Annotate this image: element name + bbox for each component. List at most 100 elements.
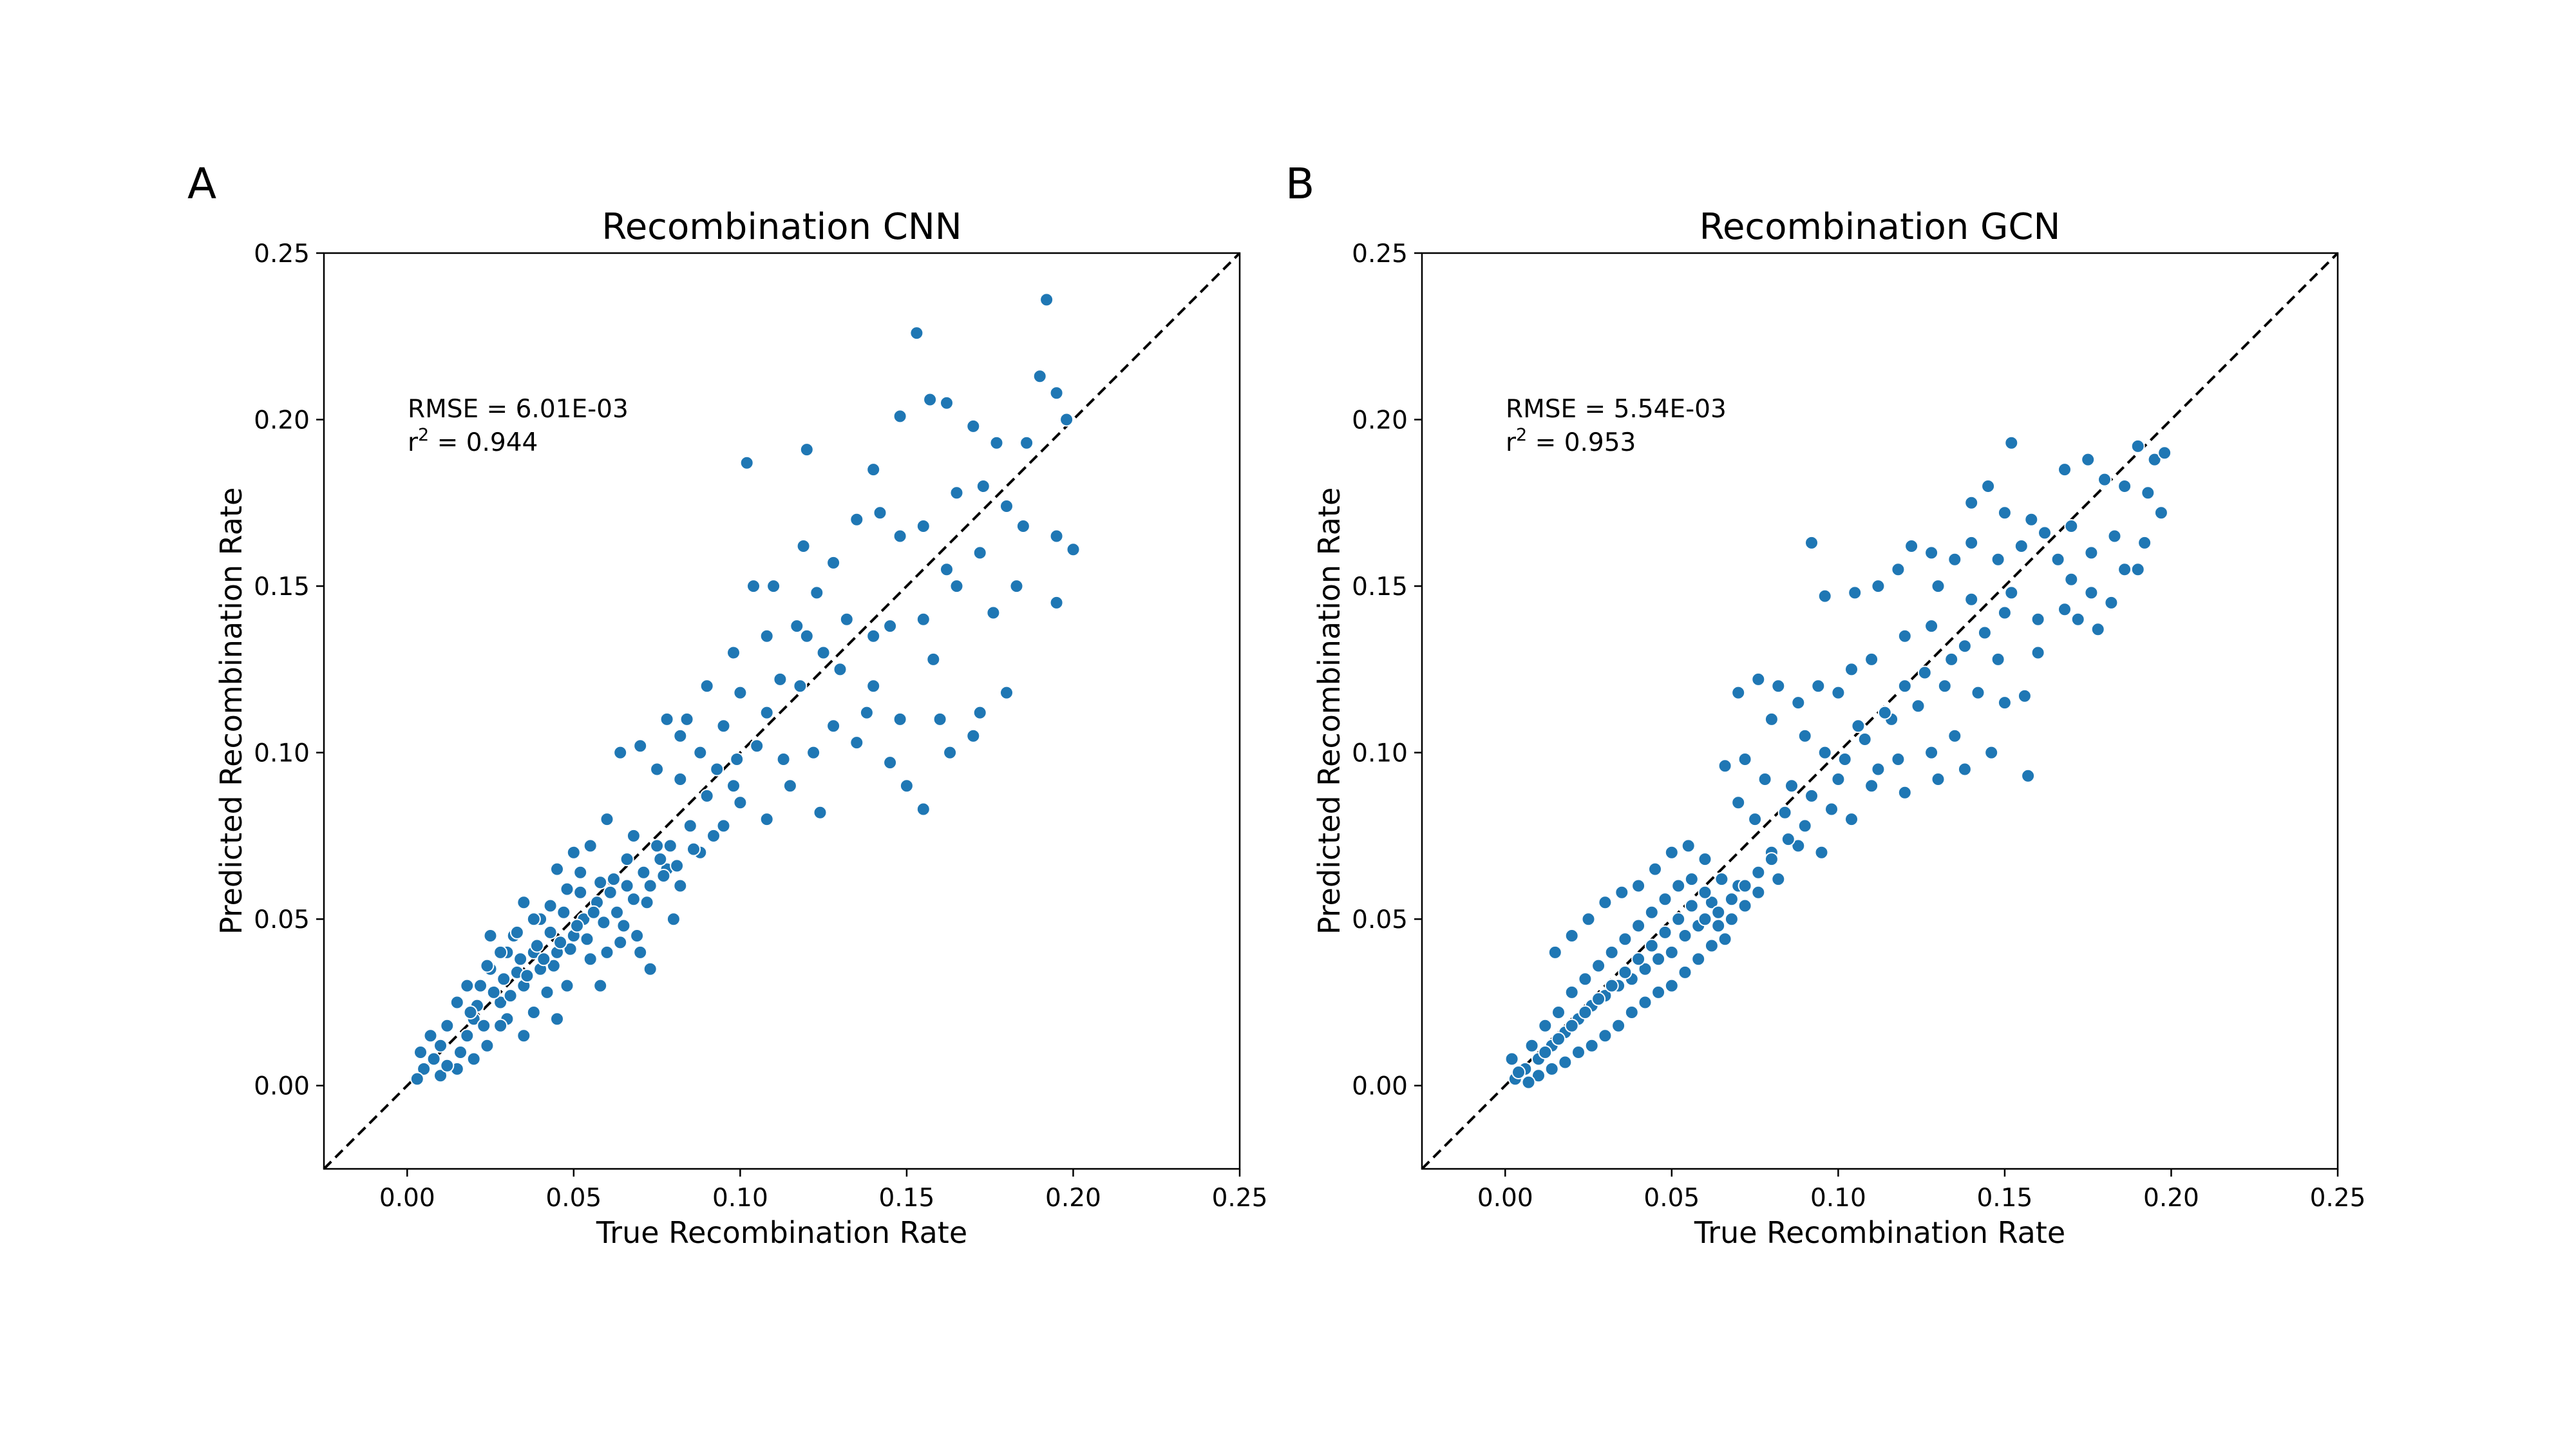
scatter-point: [1857, 732, 1872, 746]
scatter-point: [766, 579, 781, 594]
scatter-point: [1811, 679, 1826, 694]
scatter-point: [1538, 1018, 1553, 1033]
scatter-point: [1604, 945, 1619, 960]
scatter-point: [933, 712, 947, 726]
scatter-point: [1947, 552, 1962, 567]
scatter-point: [2107, 529, 2122, 544]
scatter-point: [730, 752, 744, 766]
scatter-point: [663, 838, 677, 853]
scatter-point: [773, 672, 788, 687]
scatter-point: [656, 869, 671, 883]
scatter-point: [1791, 696, 1806, 710]
scatter-point: [1711, 918, 1726, 933]
scatter-point: [1824, 802, 1839, 817]
scatter-point: [2081, 452, 2096, 467]
x-axis-label: True Recombination Rate: [1694, 1215, 2065, 1250]
scatter-point: [460, 978, 475, 993]
scatter-point: [733, 685, 748, 700]
scatter-point: [2090, 622, 2105, 637]
y-tick-label: 0.25: [1352, 240, 1408, 269]
scatter-point: [2024, 512, 2039, 527]
scatter-point: [2117, 562, 2132, 577]
scatter-point: [893, 712, 907, 726]
scatter-point: [806, 745, 821, 760]
x-tick-label: 0.05: [1643, 1184, 1700, 1213]
scatter-point: [580, 932, 594, 947]
scatter-point: [583, 952, 598, 967]
scatter-point: [949, 579, 964, 594]
scatter-point: [1748, 812, 1763, 827]
scatter-point: [1681, 838, 1696, 853]
scatter-point: [463, 1005, 478, 1019]
scatter-point: [2050, 552, 2065, 567]
scatter-point: [566, 845, 581, 860]
scatter-point: [460, 1028, 475, 1043]
scatter-point: [1724, 892, 1739, 907]
scatter-point: [600, 945, 614, 960]
scatter-point: [1891, 752, 1906, 766]
scatter-point: [553, 935, 568, 950]
y-tick-label: 0.15: [254, 573, 310, 601]
scatter-point: [497, 972, 511, 987]
scatter-point: [540, 985, 554, 999]
scatter-point: [1651, 985, 1666, 999]
scatter-point: [1924, 619, 1939, 634]
scatter-point: [2141, 486, 2155, 500]
scatter-point: [699, 788, 714, 803]
scatter-point: [1704, 938, 1719, 953]
scatter-point: [560, 978, 574, 993]
scatter-point: [1751, 672, 1766, 687]
scatter-point: [493, 945, 508, 960]
scatter-point: [759, 812, 774, 827]
scatter-point: [1638, 961, 1653, 976]
scatter-point: [516, 895, 531, 910]
scatter-point: [493, 995, 508, 1010]
y-tick-label: 0.15: [1352, 573, 1408, 601]
scatter-point: [1558, 1055, 1573, 1070]
x-tick-label: 0.25: [1212, 1184, 1268, 1213]
scatter-point: [1564, 985, 1579, 999]
scatter-point: [1911, 699, 1926, 714]
scatter-point: [1971, 685, 1985, 700]
scatter-point: [1757, 772, 1772, 786]
scatter-point: [493, 1018, 508, 1033]
scatter-point: [1877, 705, 1892, 720]
r2-value: = 0.944: [429, 428, 538, 457]
scatter-point: [739, 455, 754, 470]
scatter-point: [1714, 872, 1729, 887]
scatter-point: [866, 679, 881, 694]
scatter-point: [503, 989, 518, 1003]
scatter-point: [2038, 526, 2052, 540]
scatter-point: [480, 1038, 495, 1053]
scatter-point: [433, 1038, 448, 1053]
scatter-point: [1831, 772, 1846, 786]
scatter-point: [550, 862, 564, 876]
scatter-point: [636, 865, 651, 880]
scatter-point: [1684, 898, 1699, 913]
scatter-point: [536, 952, 551, 967]
scatter-point: [606, 872, 621, 887]
scatter-point: [1678, 929, 1692, 943]
scatter-point: [613, 745, 628, 760]
scatter-point: [2084, 545, 2099, 560]
scatter-point: [1718, 759, 1732, 773]
scatter-point: [1797, 728, 1812, 743]
scatter-point: [1738, 752, 1752, 766]
scatter-point: [560, 882, 574, 896]
scatter-point: [1624, 1005, 1639, 1019]
scatter-point: [1651, 952, 1666, 967]
scatter-point: [793, 679, 808, 694]
x-tick-label: 0.10: [1810, 1184, 1866, 1213]
scatter-point: [1751, 865, 1766, 880]
scatter-point: [1032, 369, 1047, 384]
scatter-point: [450, 995, 464, 1010]
scatter-point: [593, 875, 608, 890]
scatter-point: [999, 499, 1014, 513]
scatter-point: [1698, 852, 1712, 867]
scatter-point: [1618, 932, 1633, 947]
scatter-point: [673, 728, 688, 743]
scatter-point: [453, 1045, 468, 1059]
scatter-point: [643, 961, 658, 976]
scatter-point: [1991, 652, 2005, 667]
scatter-point: [1658, 925, 1672, 940]
